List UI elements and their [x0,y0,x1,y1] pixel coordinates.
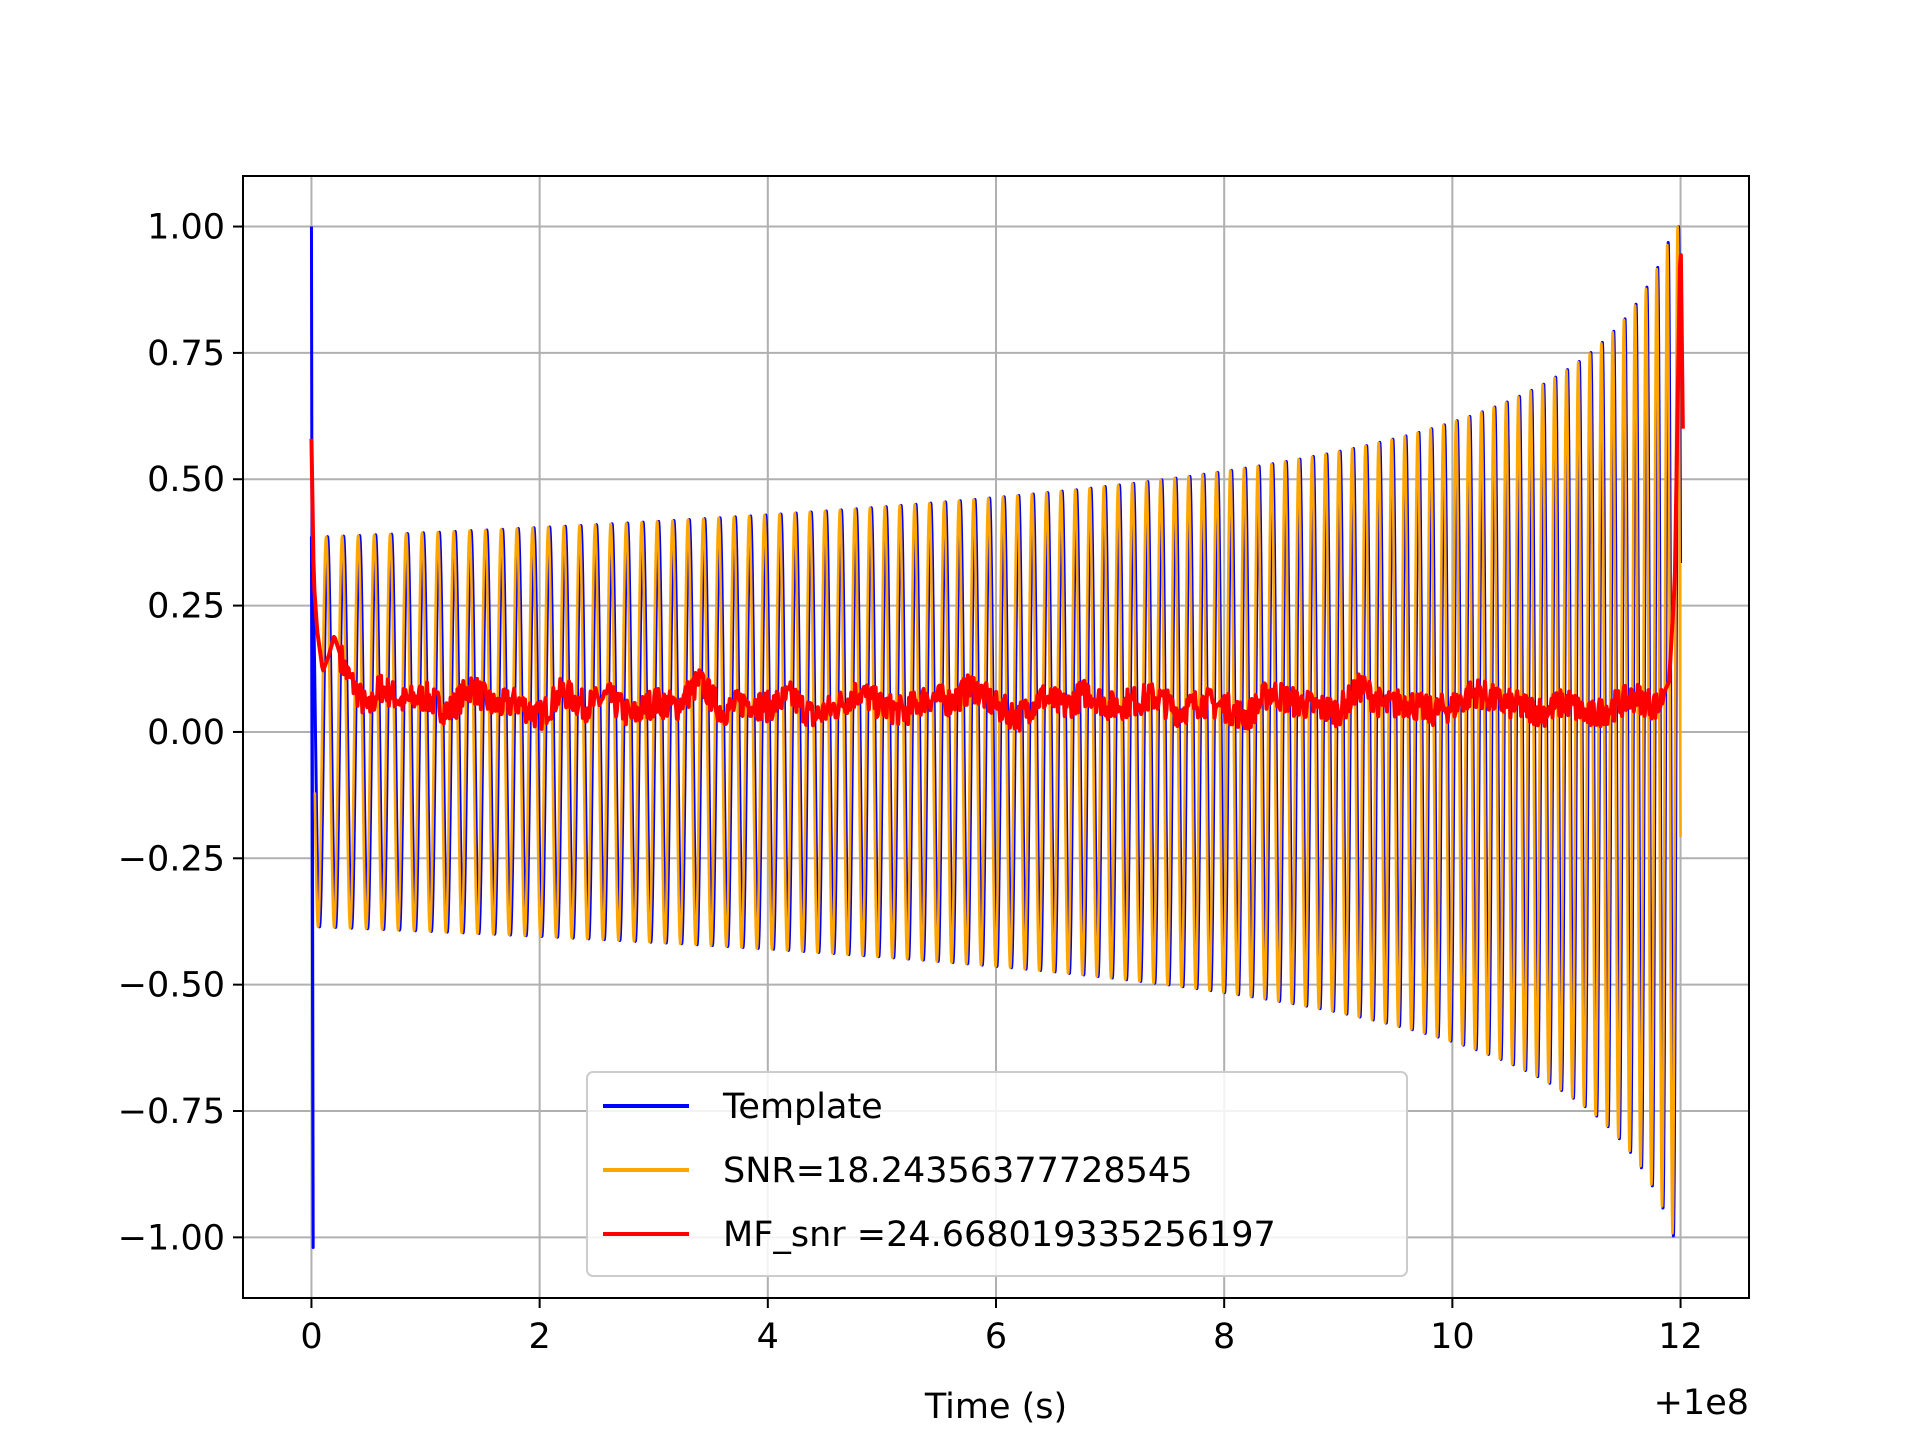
x-offset-label: +1e8 [1654,1383,1749,1423]
series-snr-line [313,225,1682,1235]
x-tick-label: 0 [300,1317,322,1357]
y-tick-label: 0.50 [147,460,225,500]
x-tick-label: 6 [985,1317,1007,1357]
y-tick-label: −1.00 [118,1218,225,1258]
y-tick-label: 0.25 [147,587,225,627]
y-axis-ticks: 1.00 0.75 0.50 0.25 0.00 −0.25 −0.50 −0.75 −1.00 [118,208,243,1258]
x-axis-ticks: 0 2 4 6 8 10 12 [300,1298,1703,1357]
y-tick-label: 0.00 [147,713,225,753]
legend: Template SNR=18.24356377728545 MF_snr =2… [586,1071,1408,1277]
legend-label-snr: SNR=18.24356377728545 [723,1151,1192,1191]
y-tick-label: −0.25 [118,839,225,879]
x-axis-label: Time (s) [924,1387,1067,1427]
series-layer [309,225,1685,1249]
y-tick-label: 1.00 [147,208,225,248]
y-tick-label: −0.50 [118,966,225,1006]
legend-label-mf-snr: MF_snr =24.668019335256197 [723,1215,1276,1255]
x-tick-label: 10 [1430,1317,1475,1357]
series-mf-snr-line [309,253,1685,733]
y-tick-label: 0.75 [147,334,225,374]
x-tick-label: 12 [1658,1317,1703,1357]
x-tick-label: 8 [1213,1317,1235,1357]
legend-box [586,1071,1408,1277]
y-tick-label: −0.75 [118,1092,225,1132]
x-tick-label: 4 [757,1317,779,1357]
legend-label-template: Template [722,1087,883,1127]
x-tick-label: 2 [528,1317,550,1357]
